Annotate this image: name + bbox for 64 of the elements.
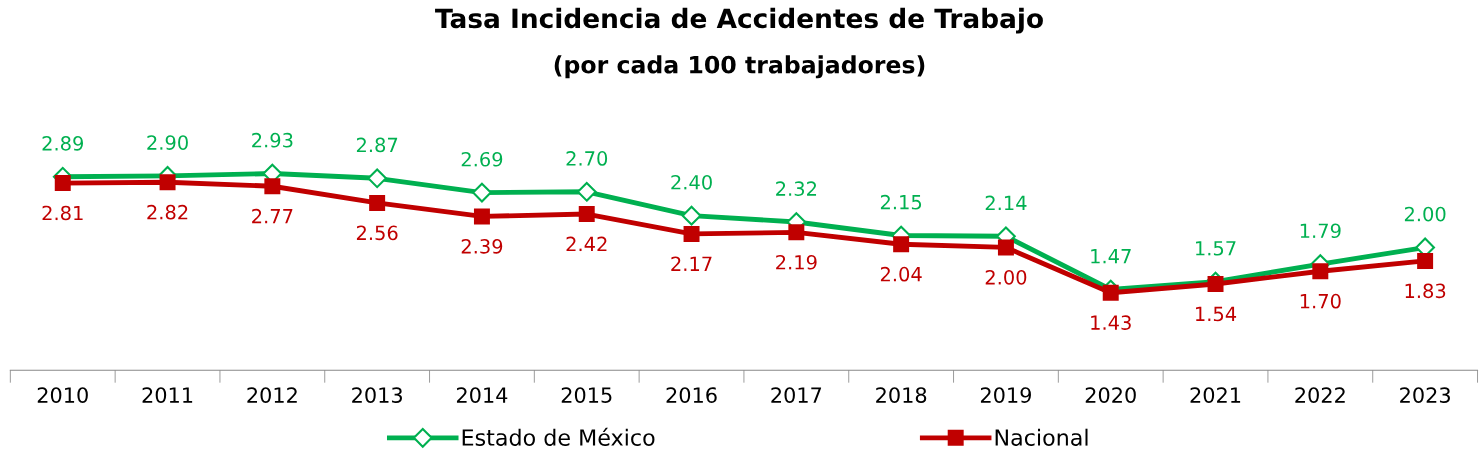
data-label: 2.00 [985,269,1027,285]
x-tick-label: 2012 [247,387,297,403]
x-tick-label: 2015 [561,387,612,403]
point [683,225,700,242]
data-label: 2.39 [461,239,503,254]
point [264,178,281,195]
data-label: 2.32 [776,181,817,197]
data-label: 2.82 [147,204,188,220]
x-tick-label: 2016 [666,387,717,403]
data-label: 1.83 [1405,283,1446,299]
x-tick-label: 2023 [1400,387,1450,403]
x-tick-label: 2017 [771,387,822,403]
data-label: 2.89 [42,136,84,151]
x-tick-label: 2014 [456,387,508,403]
x-tick-label: 2019 [980,387,1031,403]
data-label: 1.57 [1196,241,1236,256]
point [159,174,176,191]
point [54,175,71,192]
point [1312,263,1329,280]
data-label: 2.19 [776,254,817,270]
x-tick-label: 2010 [37,387,88,403]
data-label: 2.90 [147,135,188,150]
data-label: 2.69 [461,151,503,167]
x-tick-label: 2022 [1295,387,1345,403]
legend-label: Estado de México [462,427,655,446]
data-label: 2.17 [671,256,712,271]
data-label: 2.15 [880,194,922,210]
point [472,182,492,203]
x-tick-label: 2013 [352,387,402,403]
data-label: 2.81 [42,205,83,221]
point [681,205,702,226]
legend-label: Nacional [995,428,1088,446]
data-label: 2.56 [356,225,398,241]
point [1102,284,1119,301]
data-label: 2.40 [671,174,712,190]
data-label: 2.93 [252,132,293,148]
x-tick-label: 2018 [876,387,927,403]
data-label: 2.77 [252,208,293,224]
point [473,208,490,225]
data-label: 1.70 [1300,293,1341,309]
point [369,194,386,211]
data-label: 1.47 [1091,249,1131,264]
point [578,206,595,223]
point [367,168,388,189]
point [997,239,1014,256]
chart-subtitle: (por cada 100 trabajadores) [554,55,925,79]
data-label: 1.43 [1091,315,1131,330]
data-label: 2.00 [1404,206,1446,222]
point [1207,275,1224,292]
data-label: 2.87 [356,137,398,153]
data-label: 2.14 [985,195,1027,211]
data-label: 2.04 [880,266,922,282]
point [1417,252,1434,269]
x-tick-label: 2020 [1085,387,1136,403]
point [788,224,805,241]
data-label: 1.54 [1196,306,1237,322]
x-tick-label: 2021 [1190,387,1241,403]
data-label: 1.79 [1300,223,1341,239]
data-label: 2.70 [566,151,608,166]
point [576,181,597,202]
point [893,236,910,253]
data-label: 2.42 [566,236,607,252]
x-tick-label: 2011 [142,387,193,403]
chart-title: Tasa Incidencia de Accidentes de Trabajo [435,7,1043,34]
